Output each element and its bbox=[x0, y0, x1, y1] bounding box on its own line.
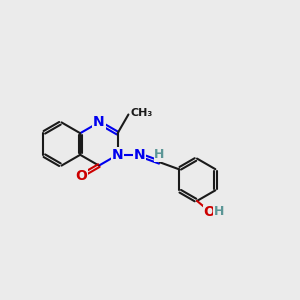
Text: N: N bbox=[112, 148, 123, 162]
Text: H: H bbox=[154, 148, 165, 161]
Text: O: O bbox=[203, 206, 215, 220]
Text: N: N bbox=[134, 148, 145, 162]
Text: O: O bbox=[75, 169, 87, 183]
Text: CH₃: CH₃ bbox=[131, 108, 153, 118]
Text: N: N bbox=[93, 116, 105, 129]
Text: H: H bbox=[214, 205, 224, 218]
